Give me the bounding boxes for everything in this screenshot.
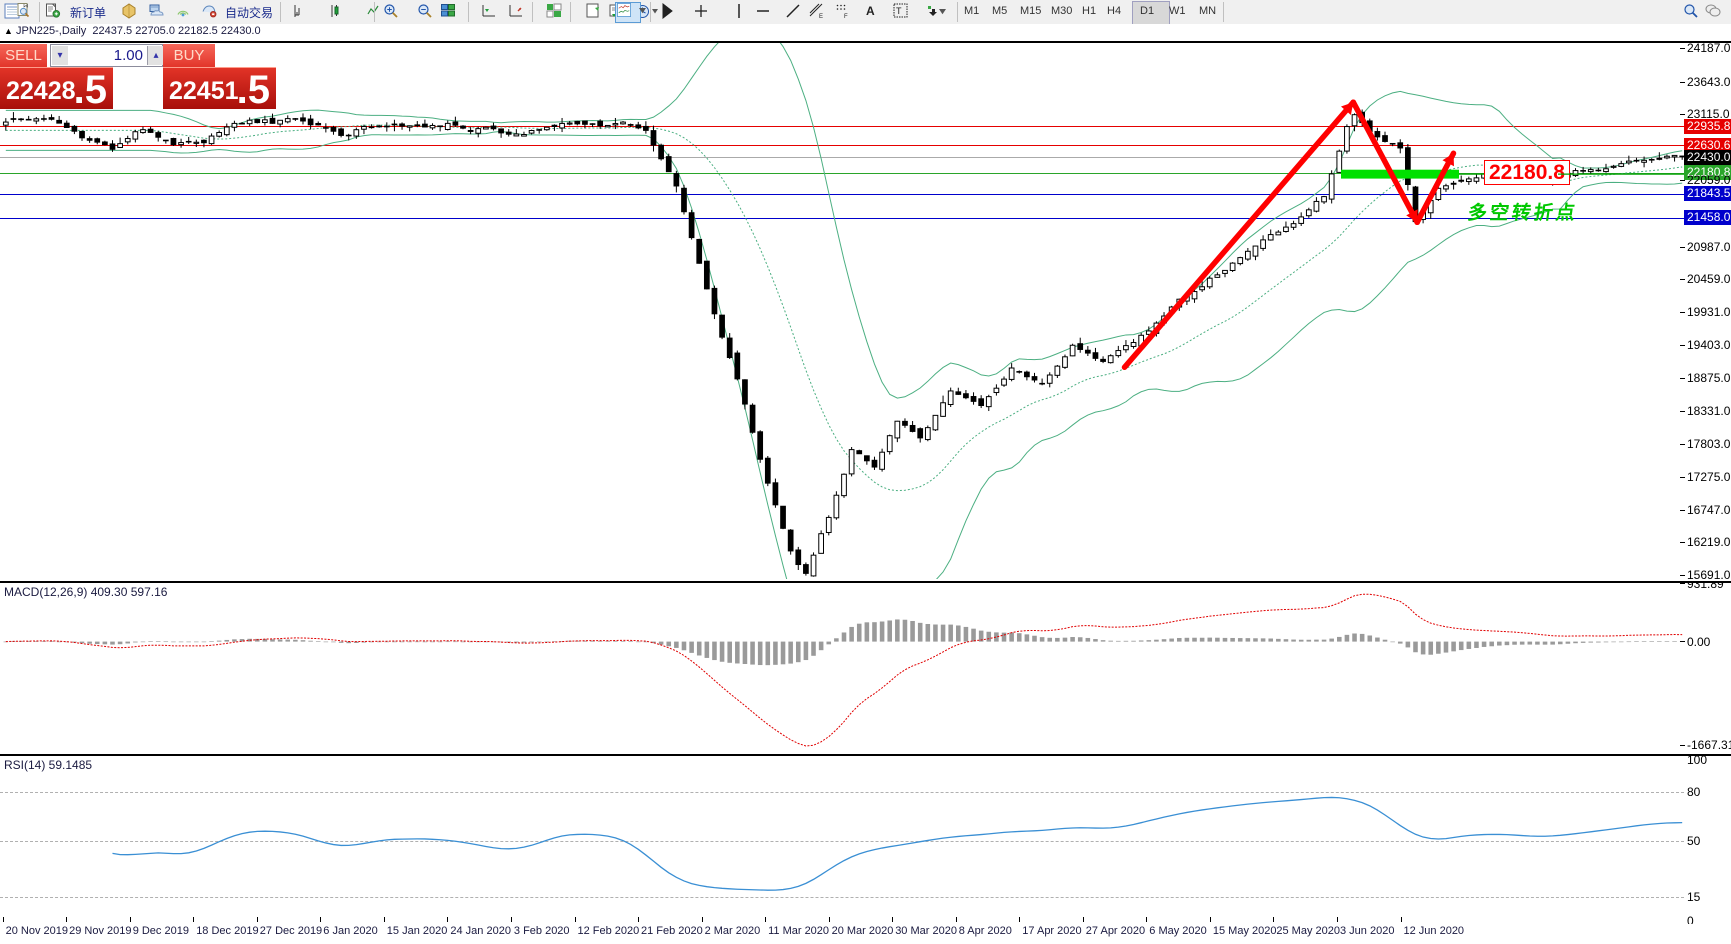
svg-text:F: F — [844, 14, 848, 19]
svg-text:T: T — [896, 6, 902, 16]
svg-text:E: E — [819, 14, 823, 19]
svg-text:A: A — [866, 4, 875, 18]
